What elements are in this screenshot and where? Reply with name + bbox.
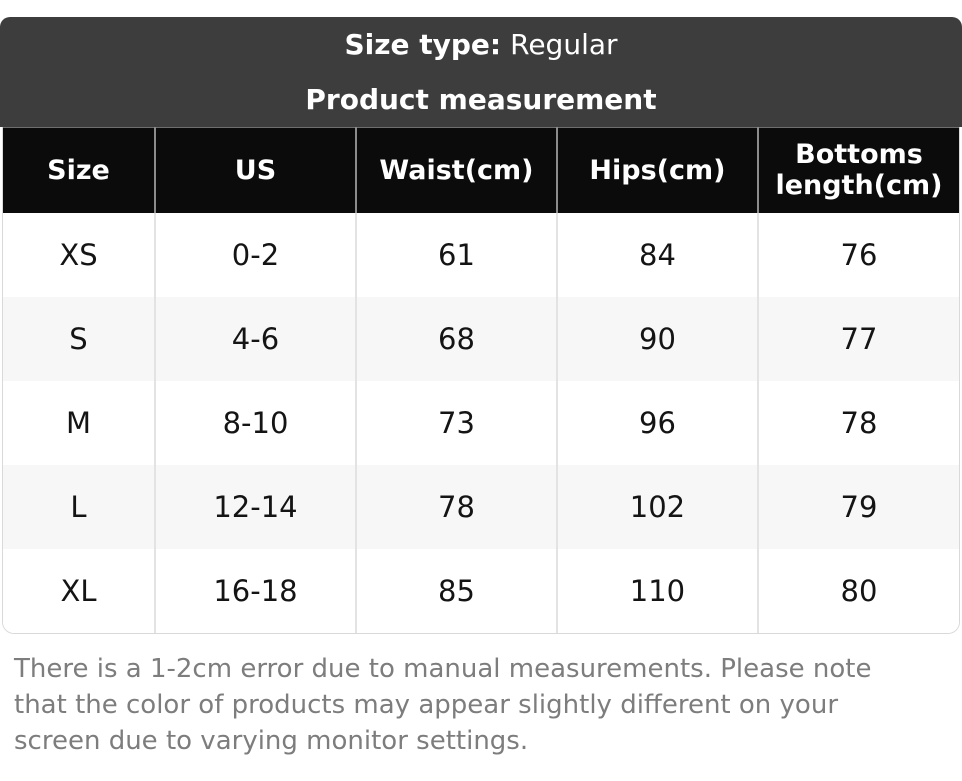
size-type-value: Regular xyxy=(510,28,618,61)
cell-waist: 61 xyxy=(355,212,558,297)
cell-hips: 102 xyxy=(556,464,759,549)
cell-size: XL xyxy=(3,548,156,633)
cell-hips: 84 xyxy=(556,212,759,297)
size-type-line: Size type: Regular xyxy=(344,28,617,61)
table-row-xs: XS 0-2 61 84 76 xyxy=(3,212,959,297)
cell-bottoms-length: 80 xyxy=(757,548,959,633)
size-type-banner: Size type: Regular Product measurement xyxy=(0,17,962,127)
measurement-table-container: Size US Waist(cm) Hips(cm) Bottoms lengt… xyxy=(2,127,960,634)
product-measurement-title: Product measurement xyxy=(305,83,657,116)
measurement-note: There is a 1-2cm error due to manual mea… xyxy=(14,653,872,756)
size-chart-page: Size type: Regular Product measurement Si… xyxy=(0,17,962,759)
measurement-table: Size US Waist(cm) Hips(cm) Bottoms lengt… xyxy=(3,127,959,633)
column-header-waist: Waist(cm) xyxy=(355,127,558,213)
table-row-m: M 8-10 73 96 78 xyxy=(3,380,959,465)
cell-bottoms-length: 79 xyxy=(757,464,959,549)
cell-size: M xyxy=(3,380,156,465)
cell-us: 12-14 xyxy=(155,464,357,549)
cell-size: L xyxy=(3,464,156,549)
cell-us: 8-10 xyxy=(155,380,357,465)
table-row-s: S 4-6 68 90 77 xyxy=(3,296,959,381)
cell-hips: 90 xyxy=(556,296,759,381)
column-header-size: Size xyxy=(3,127,156,213)
cell-waist: 68 xyxy=(355,296,558,381)
cell-hips: 110 xyxy=(556,548,759,633)
table-row-l: L 12-14 78 102 79 xyxy=(3,464,959,549)
size-type-label: Size type: xyxy=(344,28,502,61)
cell-bottoms-length: 78 xyxy=(757,380,959,465)
cell-size: XS xyxy=(3,212,156,297)
cell-us: 4-6 xyxy=(155,296,357,381)
cell-waist: 73 xyxy=(355,380,558,465)
cell-us: 0-2 xyxy=(155,212,357,297)
cell-us: 16-18 xyxy=(155,548,357,633)
cell-size: S xyxy=(3,296,156,381)
cell-hips: 96 xyxy=(556,380,759,465)
column-header-us: US xyxy=(155,127,357,213)
column-header-hips: Hips(cm) xyxy=(556,127,759,213)
table-row-xl: XL 16-18 85 110 80 xyxy=(3,548,959,633)
column-header-bottoms-length: Bottoms length(cm) xyxy=(757,127,959,213)
cell-waist: 78 xyxy=(355,464,558,549)
cell-waist: 85 xyxy=(355,548,558,633)
table-header-row: Size US Waist(cm) Hips(cm) Bottoms lengt… xyxy=(3,127,959,213)
cell-bottoms-length: 77 xyxy=(757,296,959,381)
cell-bottoms-length: 76 xyxy=(757,212,959,297)
